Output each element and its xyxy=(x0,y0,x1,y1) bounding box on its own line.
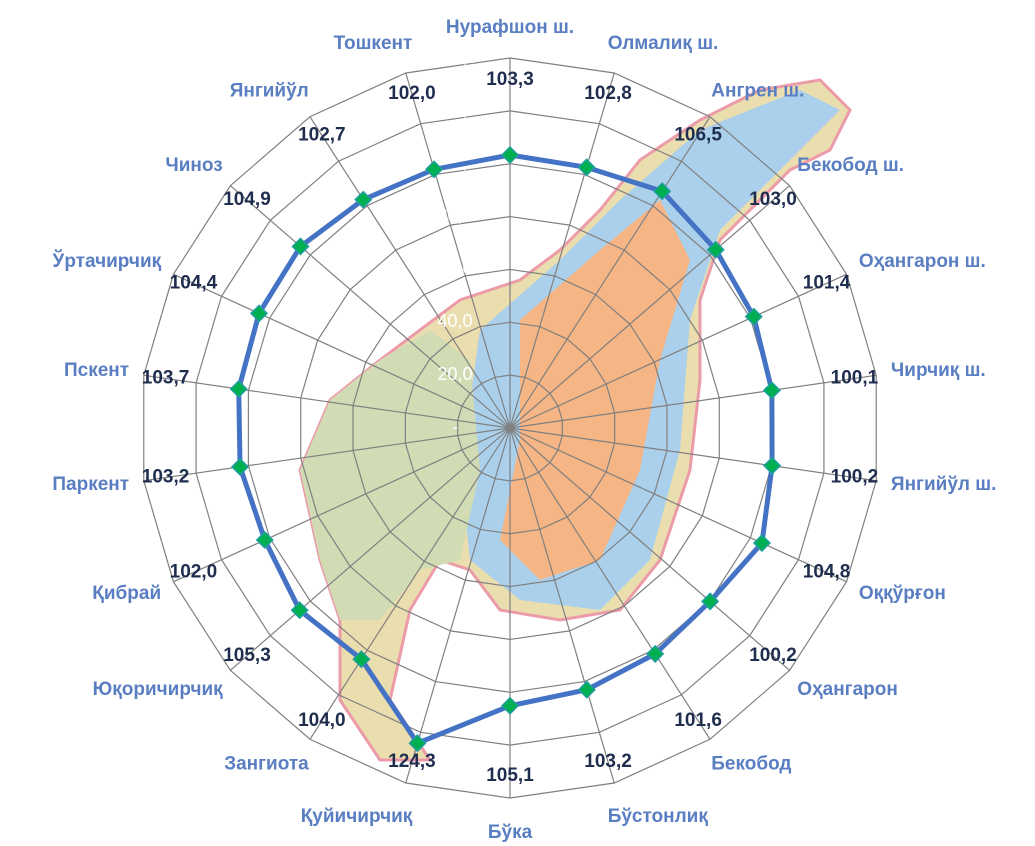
category-label: Қуйичирчиқ xyxy=(301,806,413,827)
marker xyxy=(653,182,672,201)
marker xyxy=(752,533,772,553)
category-label: Ангрен ш. xyxy=(711,81,804,102)
value-label: 105,3 xyxy=(223,645,271,666)
marker xyxy=(646,644,665,663)
category-label: Юқоричирчиқ xyxy=(93,679,224,700)
category-label: Чирчиқ ш. xyxy=(891,360,986,381)
value-label: 104,9 xyxy=(223,189,271,210)
marker xyxy=(290,601,309,620)
marker xyxy=(500,145,520,165)
value-label: 102,0 xyxy=(388,83,436,104)
marker xyxy=(230,457,250,476)
spoke xyxy=(405,427,511,784)
value-label: 100,2 xyxy=(749,645,797,666)
category-label: Янгийўл ш. xyxy=(891,474,996,495)
spoke xyxy=(509,273,847,429)
category-label: Нурафшон ш. xyxy=(446,17,574,38)
category-label: Янгийўл xyxy=(230,81,309,102)
value-label: 106,5 xyxy=(674,124,722,145)
category-label: Чиноз xyxy=(165,155,222,176)
marker xyxy=(763,456,782,475)
category-label: Оҳангарон xyxy=(797,679,898,700)
value-label: 103,2 xyxy=(584,751,632,772)
spoke xyxy=(173,427,511,583)
spoke xyxy=(509,427,791,671)
marker xyxy=(291,237,310,256)
category-label: Бўка xyxy=(488,822,533,843)
marker xyxy=(249,304,269,323)
spoke xyxy=(509,427,847,583)
marker xyxy=(744,307,763,326)
spoke xyxy=(143,427,511,482)
category-label: Пскент xyxy=(64,360,129,381)
category-label: Бўстонлиқ xyxy=(608,806,709,827)
value-label: 100,2 xyxy=(831,467,879,488)
spoke xyxy=(309,116,511,429)
marker xyxy=(354,190,373,209)
category-label: Оҳангарон ш. xyxy=(859,251,986,272)
value-label: 103,2 xyxy=(142,467,190,488)
value-label: 104,0 xyxy=(298,710,346,731)
y-tick-label: 120,0 xyxy=(432,100,477,120)
spoke xyxy=(509,374,877,429)
category-label: Оққўрғон xyxy=(859,583,946,604)
value-label: 102,7 xyxy=(298,124,346,145)
spoke xyxy=(173,273,511,429)
category-label: Зангиота xyxy=(224,754,309,775)
spoke xyxy=(509,427,711,740)
marker xyxy=(424,160,444,179)
category-label: Қибрай xyxy=(92,583,161,604)
value-label: 101,4 xyxy=(803,272,851,293)
category-label: Бекобод ш. xyxy=(797,155,904,176)
value-label: 103,7 xyxy=(142,367,190,388)
marker xyxy=(229,379,248,399)
spoke xyxy=(509,427,877,482)
marker xyxy=(255,530,274,550)
marker xyxy=(577,158,596,177)
spoke xyxy=(229,185,511,429)
value-label: 124,3 xyxy=(388,751,436,772)
marker xyxy=(352,650,371,669)
y-tick-label: 60,0 xyxy=(437,258,472,278)
y-tick-label: 40,0 xyxy=(437,311,472,331)
value-label: 100,1 xyxy=(831,367,879,388)
marker xyxy=(706,240,725,259)
category-label: Олмалиқ ш. xyxy=(608,33,719,54)
spoke xyxy=(509,185,791,429)
marker xyxy=(762,381,781,400)
marker xyxy=(577,680,596,699)
y-tick-label: - xyxy=(452,417,458,437)
spoke xyxy=(229,427,511,671)
marker xyxy=(701,592,720,611)
value-label: 102,8 xyxy=(584,83,632,104)
spoke xyxy=(509,72,615,429)
value-label: 103,3 xyxy=(486,69,534,90)
category-label: Паркент xyxy=(52,474,129,495)
value-label: 102,0 xyxy=(170,562,218,583)
spoke xyxy=(143,374,511,429)
y-tick-label: 80,0 xyxy=(437,205,472,225)
marker xyxy=(408,734,427,753)
y-tick-label: 140,0 xyxy=(432,47,477,67)
category-label: Ўртачирчиқ xyxy=(52,250,162,272)
value-label: 101,6 xyxy=(674,710,722,731)
value-label: 105,1 xyxy=(486,765,534,786)
category-label: Тошкент xyxy=(334,33,413,54)
category-label: Бекобод xyxy=(711,754,791,775)
value-label: 104,4 xyxy=(170,272,218,293)
value-label: 103,0 xyxy=(749,189,797,210)
value-label: 104,8 xyxy=(803,562,851,583)
spoke xyxy=(509,116,711,429)
y-tick-label: 20,0 xyxy=(437,364,472,384)
marker xyxy=(500,696,520,715)
spoke xyxy=(405,72,511,429)
spoke xyxy=(509,427,615,784)
spoke xyxy=(309,427,511,740)
